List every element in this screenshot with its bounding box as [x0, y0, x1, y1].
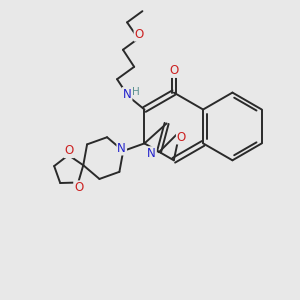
Text: N: N [123, 88, 131, 101]
Text: O: O [64, 144, 74, 157]
Text: O: O [169, 64, 178, 77]
Text: H: H [132, 87, 140, 98]
Text: N: N [117, 142, 126, 154]
Text: O: O [177, 130, 186, 143]
Text: O: O [74, 181, 83, 194]
Text: O: O [134, 28, 144, 40]
Text: N: N [147, 147, 156, 160]
